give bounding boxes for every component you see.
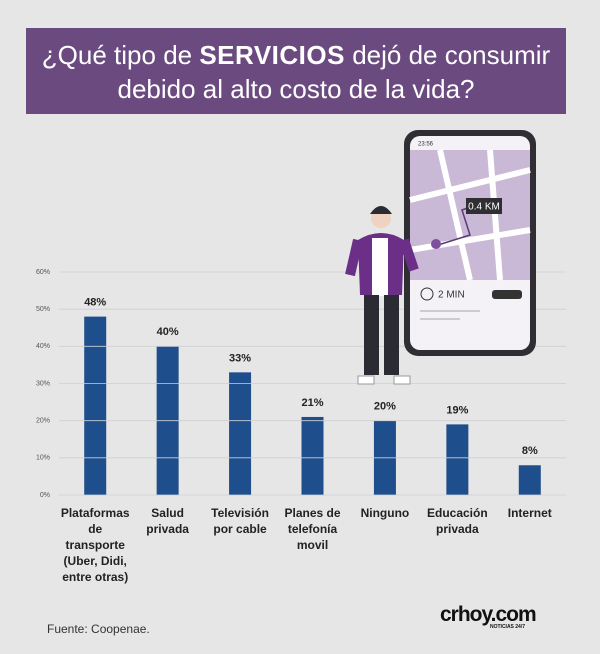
x-tick-label: Educación privada [427,506,488,536]
value-label: 48% [84,297,106,309]
value-label: 33% [229,352,251,364]
chart-title: ¿Qué tipo de SERVICIOS dejó de consumir … [40,38,552,106]
title-emphasis: SERVICIOS [199,40,345,70]
y-tick-label: 50% [36,306,50,313]
title-banner [26,28,566,114]
distance: 0.4 KM [468,202,500,213]
y-tick-label: 0% [40,492,50,499]
phone-time: 23:56 [418,142,434,148]
title-part: dejó de consumir debido al alto costo de… [117,40,551,104]
bar [229,372,252,495]
logo-tagline: NOTICIAS 24/7 [490,624,526,630]
x-tick-label: Internet [507,506,552,520]
value-label: 21% [301,397,323,409]
x-tick-label: Planes de telefonía movil [284,506,341,552]
x-tick-label: Plataformas de transporte (Uber, Didi, e… [60,506,130,584]
logo: crhoy.com [440,603,537,626]
bar [84,316,107,495]
y-tick-label: 20% [36,418,50,425]
source: Fuente: Coopenae. [47,622,150,636]
eta: 2 MIN [438,290,465,301]
y-tick-label: 10% [36,455,50,462]
value-label: 19% [446,404,468,416]
value-label: 40% [157,326,179,338]
bar [518,465,541,495]
title-part: ¿Qué tipo de [41,40,200,70]
x-tick-label: Ninguno [360,506,410,520]
y-tick-label: 30% [36,380,50,387]
x-tick-label: Salud privada [146,506,189,536]
y-tick-label: 40% [36,343,50,350]
value-label: 20% [374,401,396,413]
value-label: 8% [522,445,538,457]
bar [301,416,324,495]
y-tick-label: 60% [36,269,50,276]
bar [446,424,469,495]
illustration: 0.4 KM 23:56 2 MIN [345,130,536,385]
x-tick-label: Televisión por cable [211,506,269,536]
